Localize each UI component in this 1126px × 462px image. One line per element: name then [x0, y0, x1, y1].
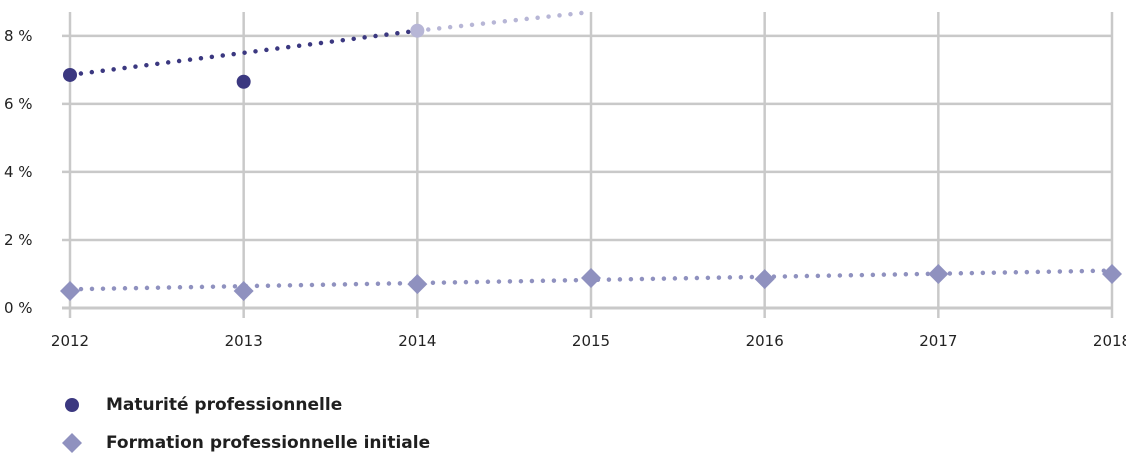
- x-tick-label: 2018: [1093, 332, 1126, 350]
- x-tick-label: 2012: [51, 332, 89, 350]
- x-tick-label: 2014: [398, 332, 436, 350]
- x-axis: 2012 2013 2014 2015 2016 2017 2018: [51, 332, 1126, 350]
- data-point-formation: [754, 269, 775, 290]
- data-point-formation: [60, 280, 80, 301]
- legend-label: Formation professionnelle initiale: [106, 433, 431, 453]
- y-tick-label: 8 %: [4, 27, 33, 45]
- trend-line-maturite-faded: [415, 9, 594, 33]
- x-tick-label: 2015: [572, 332, 610, 350]
- y-tick-label: 6 %: [4, 95, 33, 113]
- y-tick-label: 2 %: [4, 231, 33, 249]
- legend-item-formation: Formation professionnelle initiale: [60, 424, 430, 462]
- data-point-maturite: [236, 74, 251, 89]
- data-point-formation: [233, 280, 254, 301]
- data-point-formation: [581, 268, 601, 289]
- data-point-formation: [928, 263, 949, 284]
- data-point-formation: [1102, 263, 1122, 284]
- diamond-marker-icon: [60, 431, 84, 455]
- y-tick-label: 4 %: [4, 163, 33, 181]
- legend: Maturité professionnelle Formation profe…: [60, 386, 430, 462]
- line-chart: 0 % 2 % 4 % 6 % 8 % 2012 2013 2014 2015 2016 2017…: [4, 9, 1126, 350]
- y-tick-label: 0 %: [4, 299, 33, 317]
- plot-area: [60, 9, 1122, 301]
- circle-marker-icon: [60, 393, 84, 417]
- x-tick-label: 2013: [225, 332, 263, 350]
- data-point-faded: [410, 23, 425, 38]
- data-point-maturite: [63, 67, 77, 82]
- x-tick-label: 2016: [746, 332, 784, 350]
- legend-item-maturite: Maturité professionnelle: [60, 386, 430, 424]
- y-axis: 0 % 2 % 4 % 6 % 8 %: [4, 27, 33, 317]
- x-tick-label: 2017: [919, 332, 957, 350]
- legend-label: Maturité professionnelle: [106, 395, 343, 415]
- grid: [62, 12, 1114, 318]
- data-point-formation: [407, 274, 428, 295]
- trend-line-maturite: [67, 28, 420, 78]
